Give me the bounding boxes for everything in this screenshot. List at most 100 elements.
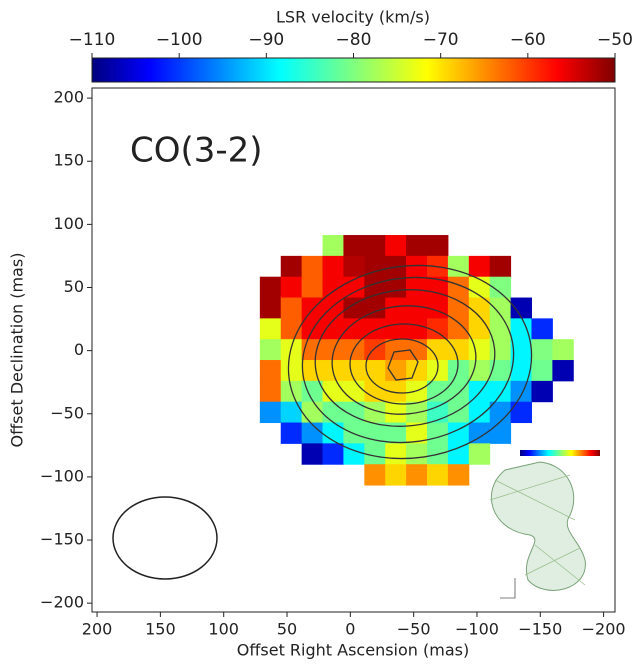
y-tick-label: 150 <box>53 151 84 170</box>
inset-model <box>489 450 600 599</box>
cell <box>280 360 303 382</box>
cell <box>343 297 365 319</box>
colorbar-label: LSR velocity (km/s) <box>276 8 430 27</box>
cell <box>343 318 365 340</box>
cell <box>301 380 324 403</box>
cell <box>385 318 407 340</box>
cell <box>427 422 449 444</box>
cell <box>489 276 512 299</box>
cell <box>322 255 344 278</box>
cell <box>406 360 428 382</box>
colorbar-tick-label: −80 <box>336 30 372 50</box>
cell <box>322 318 344 340</box>
contour <box>349 323 459 405</box>
cell <box>427 464 449 486</box>
contour <box>301 276 515 444</box>
cell <box>322 422 344 444</box>
x-tick-label: 0 <box>345 620 355 639</box>
cell <box>364 443 386 465</box>
x-tick-label: 100 <box>208 620 239 639</box>
y-tick-label: −100 <box>40 466 84 485</box>
cell <box>406 297 428 319</box>
cell <box>406 235 428 257</box>
cell <box>468 318 491 340</box>
cell <box>280 255 303 278</box>
cell <box>406 339 428 361</box>
inset-colorbar <box>520 450 600 456</box>
y-tick-label: −150 <box>40 530 84 549</box>
cell <box>385 422 407 444</box>
cell <box>343 339 365 361</box>
cell <box>364 380 386 403</box>
contour <box>331 305 477 415</box>
cell <box>531 380 553 403</box>
inset-shape <box>490 461 586 591</box>
cell <box>385 276 407 299</box>
cell <box>301 422 324 444</box>
y-tick-label: −200 <box>40 593 84 612</box>
cell <box>406 443 428 465</box>
cell <box>364 255 386 278</box>
cell <box>280 339 303 361</box>
cell <box>385 380 407 403</box>
cell <box>489 255 512 278</box>
cell <box>447 422 470 444</box>
cell <box>531 360 553 382</box>
cell <box>322 380 344 403</box>
cell <box>322 297 344 319</box>
x-tick-label: −100 <box>455 620 499 639</box>
cell <box>343 255 365 278</box>
annotation: CO(3-2) <box>130 131 263 171</box>
cell <box>322 401 344 424</box>
cell <box>406 422 428 444</box>
cell <box>510 318 532 340</box>
contour <box>365 338 439 394</box>
cell <box>406 380 428 403</box>
cell <box>322 235 344 257</box>
cell <box>385 235 407 257</box>
x-tick-label: −150 <box>518 620 562 639</box>
x-tick-label: 150 <box>145 620 176 639</box>
cell <box>406 318 428 340</box>
cell <box>301 443 324 465</box>
cell <box>364 401 386 424</box>
cell <box>364 360 386 382</box>
colorbar-tick-label: −110 <box>69 30 116 50</box>
cell <box>259 380 282 403</box>
cell <box>364 318 386 340</box>
cell <box>280 422 303 444</box>
cell <box>343 401 365 424</box>
colorbar-tick-label: −90 <box>248 30 284 50</box>
cell <box>552 360 574 382</box>
y-tick-label: 200 <box>53 88 84 107</box>
cell <box>531 318 553 340</box>
cell <box>280 297 303 319</box>
inset-lines <box>489 474 586 586</box>
cell <box>364 464 386 486</box>
cell <box>385 339 407 361</box>
cell <box>385 464 407 486</box>
x-tick-label: 200 <box>82 620 113 639</box>
cell <box>259 360 282 382</box>
x-axis-label: Offset Right Ascension (mas) <box>237 641 469 660</box>
cell <box>427 235 449 257</box>
cell <box>468 360 491 382</box>
cell <box>510 401 532 424</box>
cell <box>489 422 512 444</box>
x-tick-label: 50 <box>277 620 297 639</box>
cell <box>259 339 282 361</box>
y-tick-label: 0 <box>74 340 84 359</box>
cell <box>552 339 574 361</box>
cell <box>447 318 470 340</box>
cell <box>343 380 365 403</box>
colorbar-tick-label: −100 <box>156 30 203 50</box>
cell <box>406 255 428 278</box>
cell <box>468 422 491 444</box>
colorbar-tick-label: −70 <box>423 30 459 50</box>
cell <box>427 318 449 340</box>
beam <box>112 496 218 580</box>
cell <box>385 401 407 424</box>
cell <box>343 235 365 257</box>
cell <box>322 276 344 299</box>
